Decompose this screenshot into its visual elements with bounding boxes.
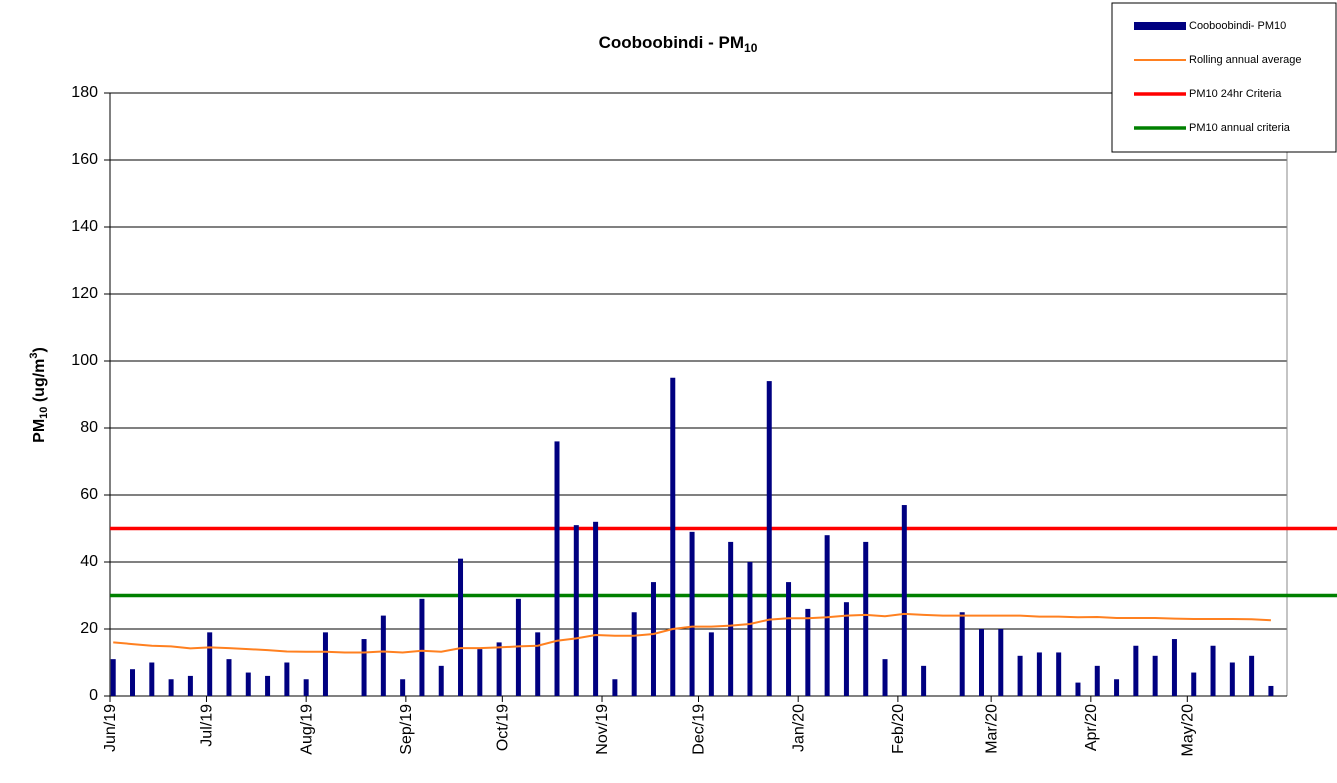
bar bbox=[1268, 685, 1274, 696]
legend-label: PM10 annual criteria bbox=[1189, 122, 1291, 134]
bar bbox=[168, 679, 174, 696]
x-tick-label: Mar/20 bbox=[983, 704, 1000, 754]
bar bbox=[1229, 662, 1235, 696]
bar bbox=[998, 629, 1004, 696]
bar bbox=[400, 679, 406, 696]
bar bbox=[573, 525, 579, 696]
bar bbox=[805, 608, 811, 696]
bar bbox=[1017, 655, 1023, 696]
bar bbox=[901, 505, 907, 696]
bar bbox=[959, 612, 965, 696]
bar bbox=[728, 541, 734, 696]
bar bbox=[515, 598, 521, 696]
bar bbox=[110, 659, 116, 696]
bar bbox=[438, 665, 444, 696]
x-tick-label: Apr/20 bbox=[1083, 704, 1100, 751]
x-tick-label: Jun/19 bbox=[102, 704, 119, 752]
bar bbox=[1075, 682, 1081, 696]
bar bbox=[303, 679, 309, 696]
x-tick-label: Feb/20 bbox=[890, 704, 907, 754]
x-tick-label: Jan/20 bbox=[790, 704, 807, 752]
bar bbox=[1094, 665, 1100, 696]
y-tick-label: 100 bbox=[71, 352, 98, 369]
bar bbox=[554, 441, 560, 696]
title-subscript: 10 bbox=[744, 41, 758, 55]
y-tick-label: 80 bbox=[80, 419, 98, 436]
y-tick-label: 180 bbox=[71, 84, 98, 101]
y-tick-label: 140 bbox=[71, 218, 98, 235]
legend-label: PM10 24hr Criteria bbox=[1189, 88, 1282, 100]
bar bbox=[1210, 645, 1216, 696]
y-label-part: (ug/m bbox=[31, 359, 48, 407]
bar bbox=[1171, 639, 1177, 696]
bar bbox=[284, 662, 290, 696]
bar bbox=[921, 665, 927, 696]
y-tick-label: 160 bbox=[71, 151, 98, 168]
y-axis-label: PM10 (ug/m3) bbox=[28, 347, 50, 443]
x-tick-label: Oct/19 bbox=[495, 704, 512, 751]
y-tick-label: 120 bbox=[71, 285, 98, 302]
bar bbox=[130, 669, 136, 696]
bar bbox=[187, 675, 193, 696]
x-tick-label: Dec/19 bbox=[691, 704, 708, 755]
bar bbox=[265, 675, 271, 696]
bar bbox=[978, 629, 984, 696]
bar bbox=[1114, 679, 1120, 696]
bar bbox=[207, 632, 213, 696]
bar bbox=[458, 558, 464, 696]
bar bbox=[535, 632, 541, 696]
bar bbox=[843, 602, 849, 696]
bar bbox=[824, 535, 830, 696]
bar bbox=[380, 615, 386, 696]
bar bbox=[496, 642, 502, 696]
bar bbox=[1036, 652, 1042, 696]
rolling-average-line bbox=[113, 612, 1271, 654]
y-tick-label: 20 bbox=[80, 620, 98, 637]
y-label-part: ) bbox=[31, 347, 48, 352]
bar bbox=[322, 632, 328, 696]
bar bbox=[1133, 645, 1139, 696]
y-tick-label: 0 bbox=[89, 687, 98, 704]
y-label-sub: 10 bbox=[38, 407, 50, 419]
bar bbox=[670, 377, 676, 696]
legend-label: Cooboobindi- PM10 bbox=[1189, 20, 1286, 32]
bar bbox=[650, 582, 656, 696]
bar bbox=[708, 632, 714, 696]
bar bbox=[1152, 655, 1158, 696]
legend: Cooboobindi- PM10 Rolling annual average P… bbox=[1111, 2, 1337, 153]
y-tick-label: 60 bbox=[80, 486, 98, 503]
x-tick-label: May/20 bbox=[1180, 704, 1197, 757]
y-tick-label: 40 bbox=[80, 553, 98, 570]
bar bbox=[593, 521, 599, 696]
bar bbox=[419, 598, 425, 696]
bar bbox=[612, 679, 618, 696]
bar bbox=[747, 562, 753, 696]
y-label-sup: 3 bbox=[28, 352, 40, 358]
legend-label: Rolling annual average bbox=[1189, 54, 1302, 66]
bar bbox=[766, 381, 772, 696]
bar bbox=[863, 541, 869, 696]
bar bbox=[1056, 652, 1062, 696]
x-tick-label: Jul/19 bbox=[199, 704, 216, 747]
x-tick-label: Nov/19 bbox=[594, 704, 611, 755]
bar bbox=[1249, 655, 1255, 696]
bar bbox=[149, 662, 155, 696]
bar bbox=[631, 612, 637, 696]
title-main: Cooboobindi - PM bbox=[599, 33, 744, 52]
x-tick-label: Aug/19 bbox=[298, 704, 315, 755]
bar bbox=[361, 639, 367, 696]
chart-title: Cooboobindi - PM10 bbox=[599, 33, 758, 55]
bar bbox=[226, 659, 232, 696]
bar bbox=[477, 649, 483, 696]
bar bbox=[689, 531, 695, 696]
y-label-part: PM bbox=[31, 419, 48, 443]
x-tick-label: Sep/19 bbox=[398, 704, 415, 755]
bar bbox=[786, 582, 792, 696]
bar bbox=[245, 672, 251, 696]
bar bbox=[882, 659, 888, 696]
bar bbox=[1191, 672, 1197, 696]
